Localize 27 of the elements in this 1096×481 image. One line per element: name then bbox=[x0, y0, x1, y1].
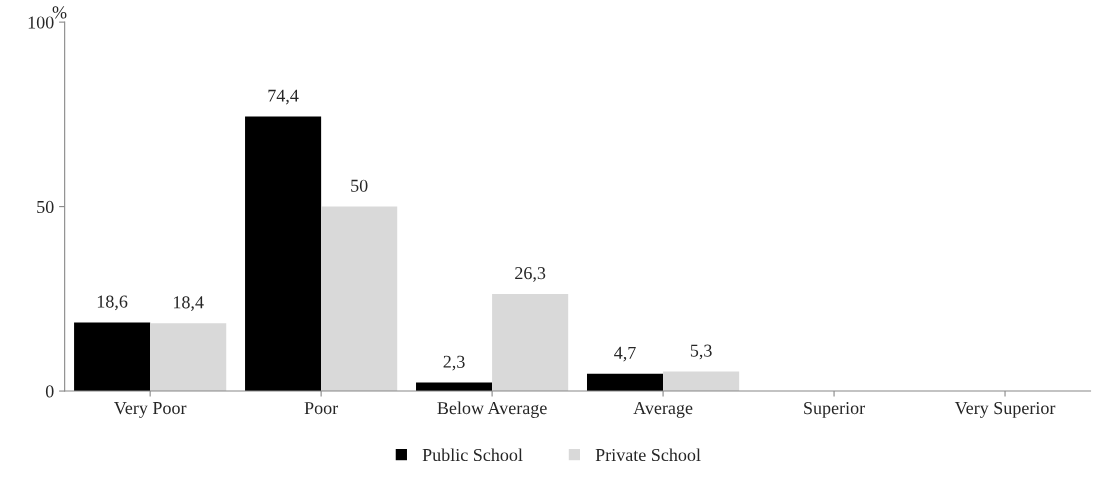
bar bbox=[150, 323, 227, 392]
y-tick-label: 0 bbox=[45, 385, 54, 398]
bar bbox=[492, 294, 569, 392]
x-tick-label: Very Poor bbox=[114, 402, 187, 418]
x-tick-label: Below Average bbox=[437, 401, 547, 418]
bar bbox=[321, 206, 398, 392]
bar bbox=[587, 373, 664, 392]
x-tick-label: Poor bbox=[304, 402, 339, 415]
x-tick-label: Very Superior bbox=[954, 401, 1056, 418]
y-tick-label: 50 bbox=[37, 200, 54, 214]
y-tick-label: 100 bbox=[28, 16, 54, 29]
data-label: 2,3 bbox=[443, 355, 465, 371]
data-label: 74,4 bbox=[268, 89, 299, 105]
bar bbox=[74, 322, 151, 392]
y-axis-title: % bbox=[52, 6, 67, 19]
data-label: 18,6 bbox=[97, 295, 128, 311]
bar bbox=[245, 116, 322, 392]
data-label: 26,3 bbox=[515, 267, 546, 282]
x-tick-label: Superior bbox=[804, 402, 865, 418]
legend-label: Public School bbox=[422, 448, 523, 462]
bar bbox=[663, 371, 740, 392]
data-label: 5,3 bbox=[690, 344, 712, 360]
data-label: 50 bbox=[351, 179, 368, 192]
data-label: 4,7 bbox=[614, 346, 636, 362]
x-tick-label: Average bbox=[633, 402, 693, 418]
data-label: 18,4 bbox=[173, 296, 204, 311]
legend-label: Private School bbox=[595, 448, 701, 462]
